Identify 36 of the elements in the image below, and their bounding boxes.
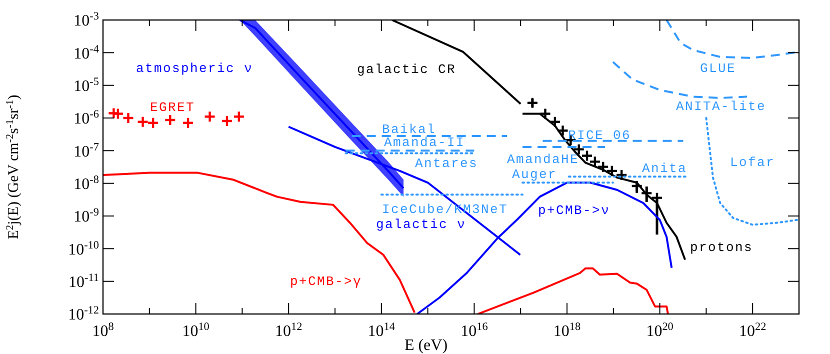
y-tick-label: 10$^{-10}$ [68, 239, 100, 258]
series-label: galactic ν [376, 217, 466, 232]
text: p+CMB->γ [290, 274, 362, 289]
y-tick-label: 10$^{-8}$ [74, 174, 100, 193]
series-label: ANITA-lite [676, 99, 766, 114]
x-axis-title: E (eV) [404, 337, 448, 354]
series-label: AmandaHE [507, 152, 580, 167]
x-tick-label: 10$^{20}$ [646, 321, 674, 340]
x-tick-label: 10$^{8}$ [92, 321, 114, 340]
series-label: EGRET [150, 100, 196, 115]
x-tick-label: 10$^{16}$ [460, 321, 488, 340]
y-tick-label: 10$^{-11}$ [68, 272, 99, 291]
y-tick-label: 10$^{-9}$ [74, 206, 100, 226]
y-tick-label: 10$^{-5}$ [74, 76, 100, 95]
series-label: Lofar [730, 155, 776, 170]
x-tick-label: 10$^{12}$ [275, 321, 302, 340]
y-tick-label: 10$^{-7}$ [74, 141, 100, 160]
series-label: protons [690, 240, 754, 255]
series-label: galactic CR [357, 62, 456, 77]
x-tick-label: 10$^{18}$ [553, 321, 581, 340]
y-tick-label: 10$^{-6}$ [74, 108, 100, 128]
series-label: Anita [642, 161, 688, 176]
x-tick-label: 10$^{14}$ [368, 321, 396, 340]
series-label: atmospheric ν [136, 61, 254, 76]
x-tick-label: 10$^{10}$ [182, 321, 210, 340]
x-tick-label: 10$^{22}$ [739, 321, 766, 340]
y-tick-label: 10$^{-12}$ [68, 304, 99, 324]
y-tick-label: 10$^{-4}$ [74, 43, 100, 62]
series-label: RICE 06 [568, 128, 632, 143]
series-label: Baikal [382, 122, 436, 137]
series-label: Antares [415, 156, 478, 171]
series-label: Auger [512, 167, 558, 182]
series-label: GLUE [700, 61, 736, 76]
series-label: Amanda-II [384, 135, 466, 150]
series-label: p+CMB->ν [538, 203, 610, 218]
y-tick-label: 10$^{-3}$ [74, 10, 100, 30]
